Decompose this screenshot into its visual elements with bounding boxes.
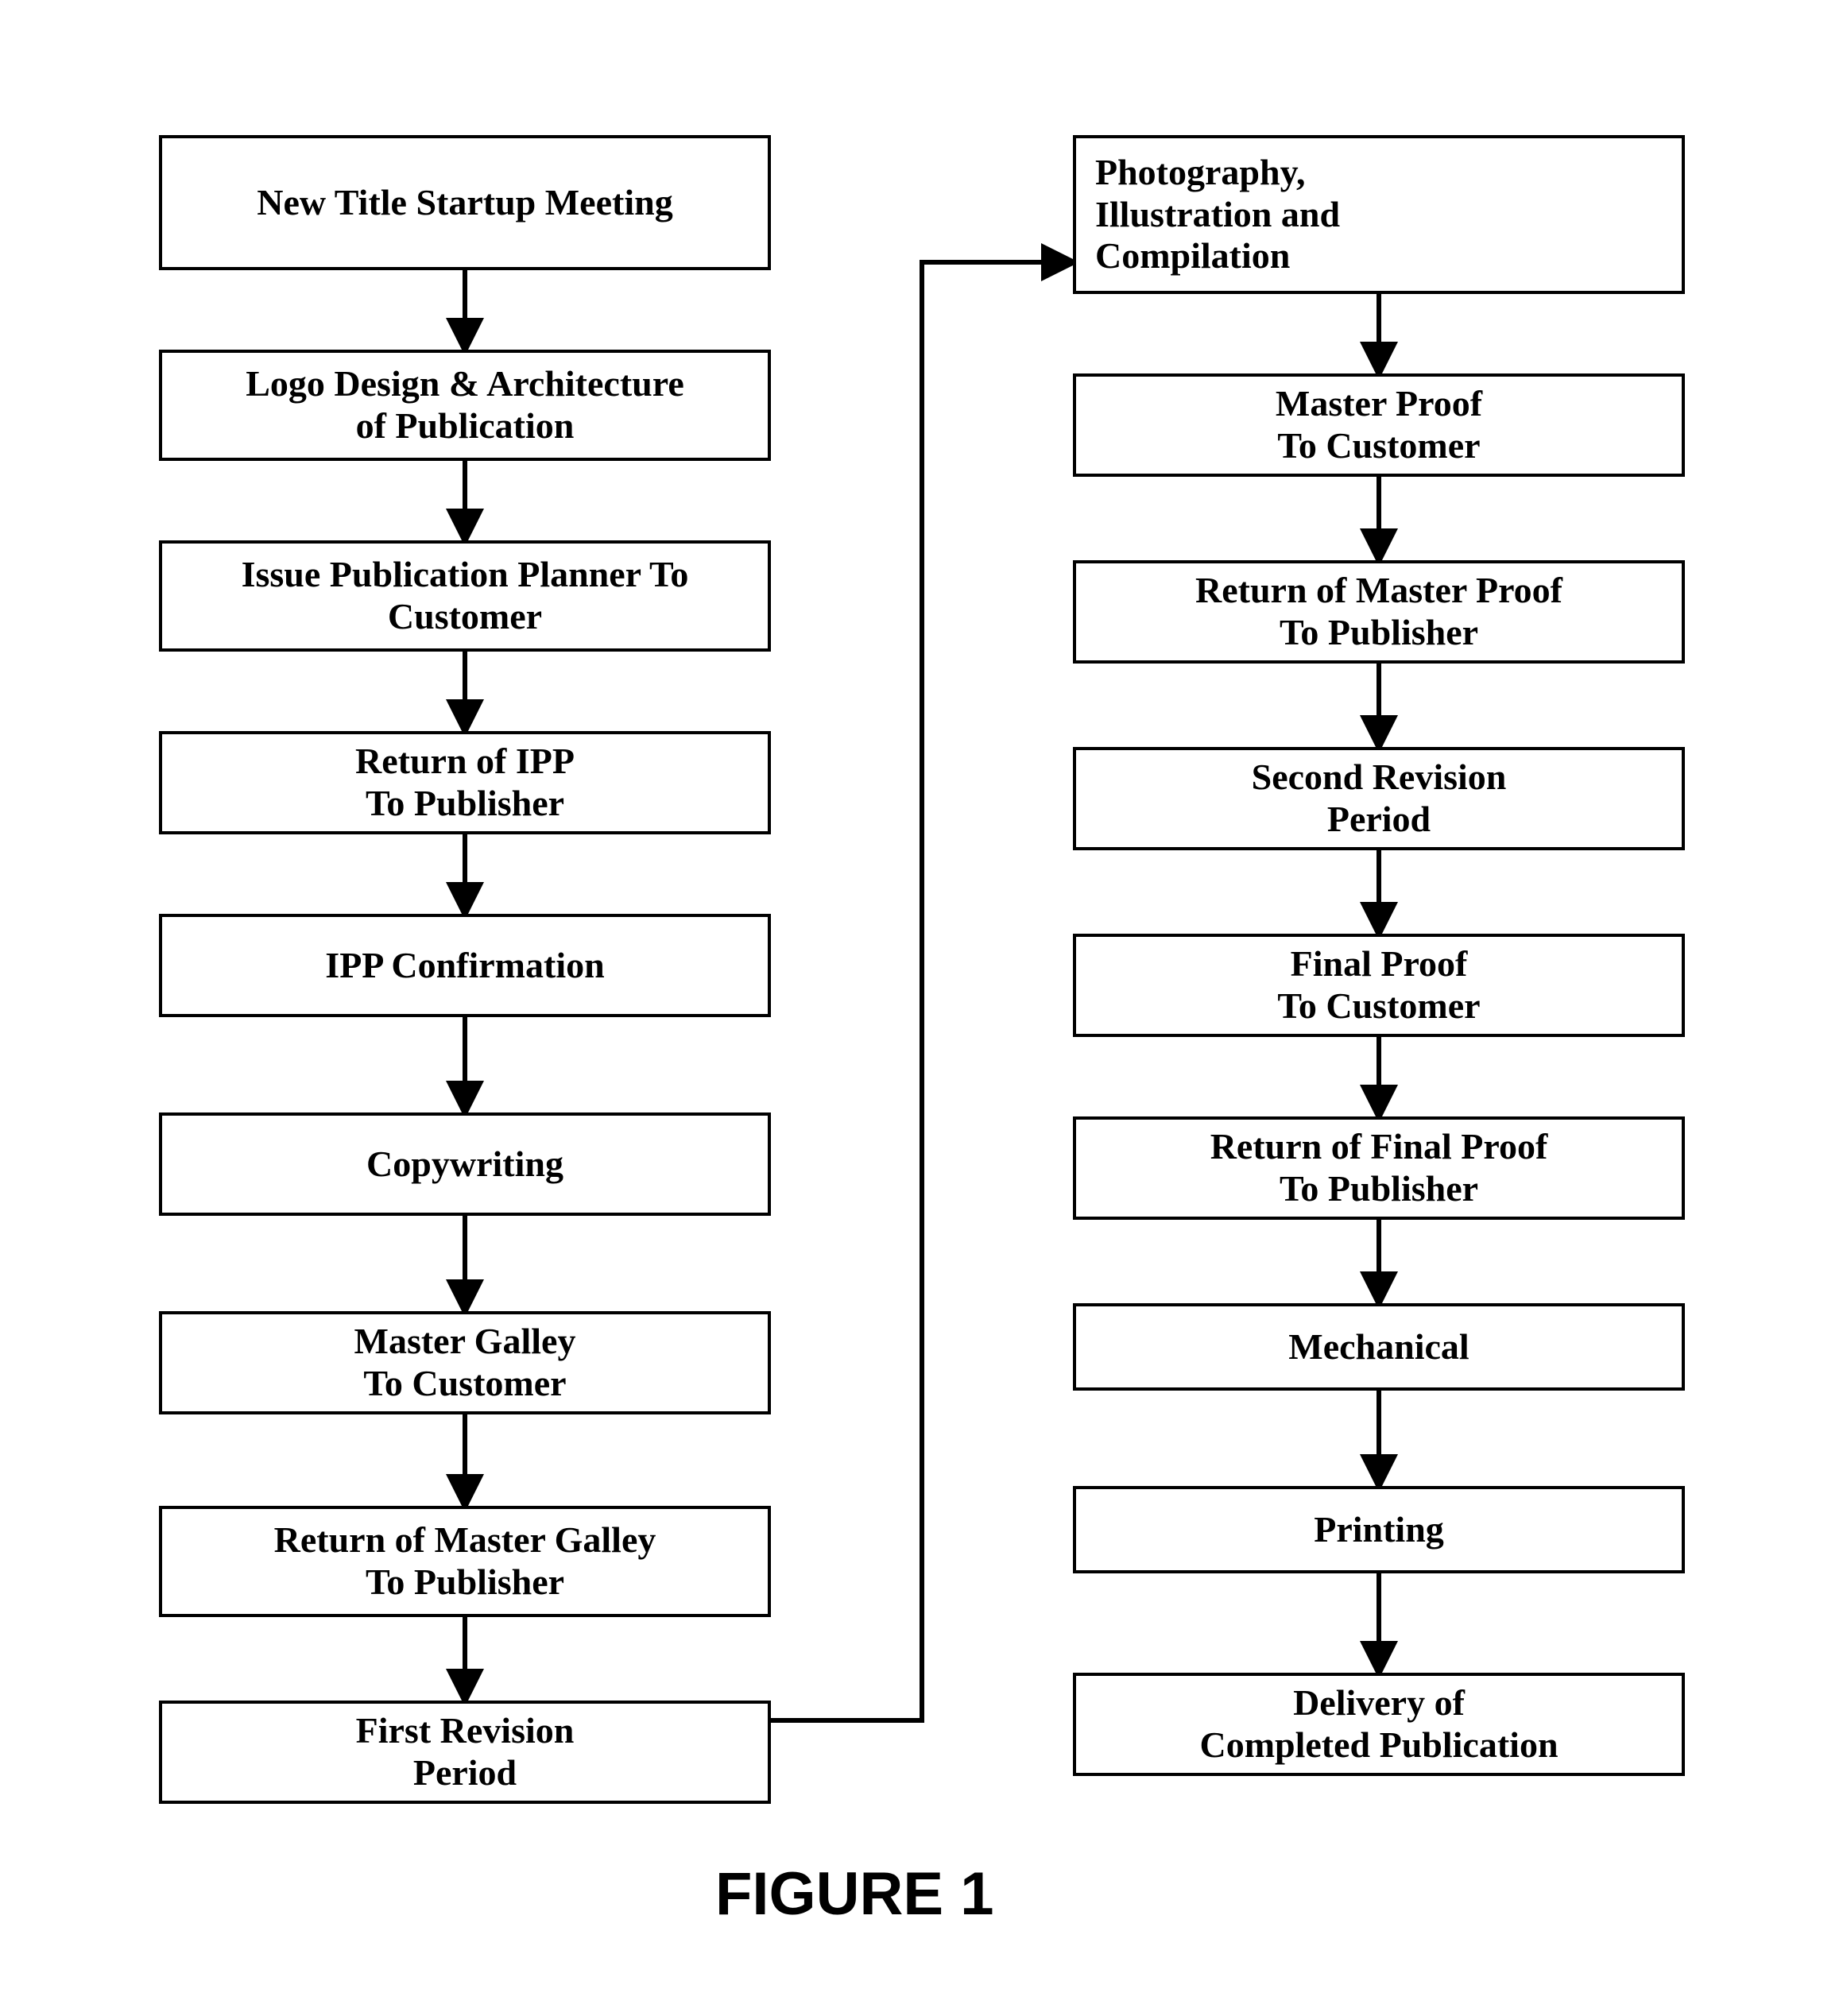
flowchart-node-n1: New Title Startup Meeting [159, 135, 771, 270]
flowchart-node-n14: Final ProofTo Customer [1073, 934, 1685, 1037]
flowchart-node-label: Logo Design & Architectureof Publication [246, 363, 684, 447]
flowchart-node-label: Delivery ofCompleted Publication [1199, 1682, 1558, 1766]
flowchart-node-label: Master ProofTo Customer [1276, 383, 1482, 467]
flowchart-node-n6: Copywriting [159, 1112, 771, 1216]
flowchart-node-label: Return of Master GalleyTo Publisher [274, 1519, 656, 1604]
flowchart-node-n13: Second RevisionPeriod [1073, 747, 1685, 850]
flowchart-node-label: Return of Master ProofTo Publisher [1195, 570, 1562, 654]
flowchart-node-n5: IPP Confirmation [159, 914, 771, 1017]
flowchart-node-n4: Return of IPPTo Publisher [159, 731, 771, 834]
flowchart-node-n8: Return of Master GalleyTo Publisher [159, 1506, 771, 1617]
flowchart-node-label: Second RevisionPeriod [1252, 756, 1507, 841]
flowchart-node-label: Issue Publication Planner ToCustomer [242, 554, 689, 638]
flowchart-node-label: IPP Confirmation [325, 945, 604, 987]
flowchart-node-label: Return of IPPTo Publisher [355, 741, 575, 825]
flowchart-node-n17: Printing [1073, 1486, 1685, 1573]
flowchart-node-n18: Delivery ofCompleted Publication [1073, 1673, 1685, 1776]
flowchart-node-n3: Issue Publication Planner ToCustomer [159, 540, 771, 652]
flowchart-node-n11: Master ProofTo Customer [1073, 373, 1685, 477]
flowchart-node-n2: Logo Design & Architectureof Publication [159, 350, 771, 461]
flowchart-node-label: New Title Startup Meeting [257, 182, 672, 224]
flowchart-node-label: Photography,Illustration andCompilation [1095, 152, 1340, 278]
flowchart-node-label: Master GalleyTo Customer [354, 1321, 576, 1405]
flowchart-node-label: Return of Final ProofTo Publisher [1210, 1126, 1548, 1210]
flowchart-node-label: Copywriting [366, 1143, 563, 1186]
flowchart-node-label: First RevisionPeriod [356, 1710, 575, 1794]
flowchart-node-label: Printing [1314, 1509, 1444, 1551]
flowchart-node-n10: Photography,Illustration andCompilation [1073, 135, 1685, 294]
flowchart-node-n15: Return of Final ProofTo Publisher [1073, 1116, 1685, 1220]
flowchart-canvas: FIGURE 1 New Title Startup Meeting Logo D… [0, 0, 1847, 2016]
flowchart-node-label: Final ProofTo Customer [1277, 943, 1480, 1027]
flowchart-node-n12: Return of Master ProofTo Publisher [1073, 560, 1685, 664]
flowchart-node-n7: Master GalleyTo Customer [159, 1311, 771, 1414]
flowchart-node-n9: First RevisionPeriod [159, 1701, 771, 1804]
flowchart-node-label: Mechanical [1288, 1326, 1469, 1368]
figure-label: FIGURE 1 [715, 1859, 994, 1929]
flowchart-node-n16: Mechanical [1073, 1303, 1685, 1391]
